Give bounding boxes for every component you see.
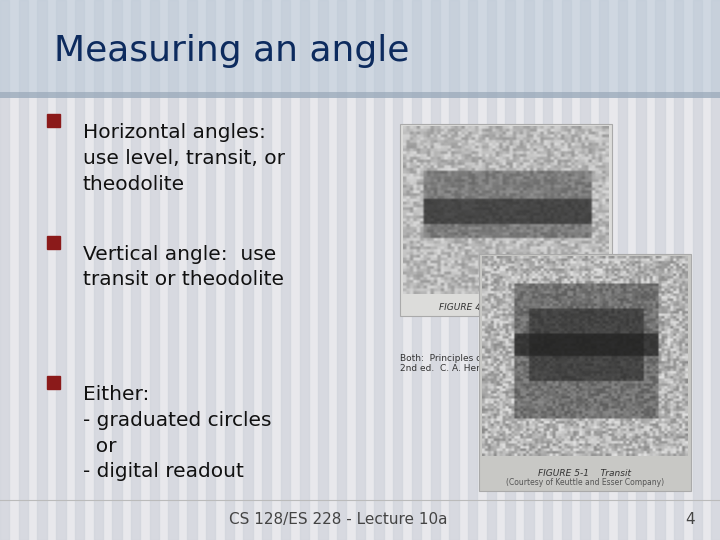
Bar	[47, 236, 60, 249]
Bar	[487, 0, 496, 540]
Bar	[300, 0, 309, 540]
Bar	[393, 0, 402, 540]
Bar	[374, 0, 384, 540]
Text: Vertical angle:  use
transit or theodolite: Vertical angle: use transit or theodolit…	[83, 245, 284, 289]
Bar	[479, 254, 691, 491]
Bar	[543, 0, 552, 540]
Bar	[0, 92, 720, 98]
Bar	[262, 0, 271, 540]
Text: Either:
- graduated circles
  or
- digital readout: Either: - graduated circles or - digital…	[83, 385, 271, 481]
Bar	[56, 0, 66, 540]
Text: CS 128/ES 228 - Lecture 10a: CS 128/ES 228 - Lecture 10a	[229, 512, 448, 527]
Bar	[243, 0, 253, 540]
Bar	[580, 0, 590, 540]
Bar	[562, 0, 571, 540]
Bar	[599, 0, 608, 540]
Bar	[281, 0, 290, 540]
Bar	[112, 0, 122, 540]
Bar	[636, 0, 646, 540]
Bar	[168, 0, 178, 540]
Bar	[47, 376, 60, 389]
Bar	[206, 0, 215, 540]
Bar	[655, 0, 665, 540]
Bar	[225, 0, 234, 540]
Text: FIGURE 5-1    Transit: FIGURE 5-1 Transit	[539, 469, 631, 477]
Bar	[19, 0, 28, 540]
Text: Both:  Principles of Surveying,
2nd ed.  C. A. Herubin, 1978: Both: Principles of Surveying, 2nd ed. C…	[400, 354, 536, 373]
Bar	[618, 0, 627, 540]
Bar	[693, 0, 702, 540]
Bar	[131, 0, 140, 540]
Bar	[37, 0, 47, 540]
Bar	[412, 0, 421, 540]
Bar	[75, 0, 84, 540]
Bar	[356, 0, 365, 540]
Bar	[0, 500, 720, 540]
Text: 4: 4	[685, 512, 695, 527]
Bar	[187, 0, 197, 540]
Bar	[431, 0, 440, 540]
Text: Horizontal angles:
use level, transit, or
theodolite: Horizontal angles: use level, transit, o…	[83, 123, 285, 194]
Bar	[674, 0, 683, 540]
Bar	[468, 0, 477, 540]
Bar	[449, 0, 459, 540]
Bar	[524, 0, 534, 540]
Bar	[318, 0, 328, 540]
Bar	[150, 0, 159, 540]
Bar	[337, 0, 346, 540]
Bar	[94, 0, 103, 540]
Bar	[47, 114, 60, 127]
Bar	[505, 0, 515, 540]
Text: (Courtesy of Keuttle and Esser Company): (Courtesy of Keuttle and Esser Company)	[506, 478, 664, 487]
Bar	[0, 0, 9, 540]
Text: FIGURE 4-2    Engineer's level: FIGURE 4-2 Engineer's level	[438, 303, 573, 312]
Bar	[400, 124, 612, 316]
Bar	[711, 0, 720, 540]
Text: Measuring an angle: Measuring an angle	[54, 35, 410, 68]
Bar	[0, 0, 720, 92]
